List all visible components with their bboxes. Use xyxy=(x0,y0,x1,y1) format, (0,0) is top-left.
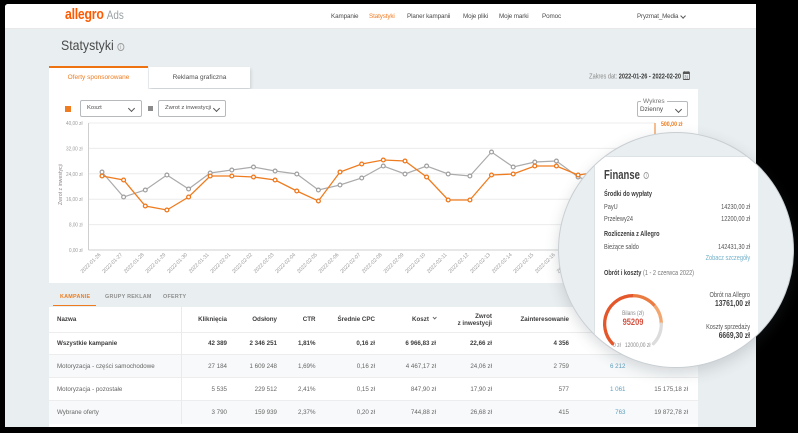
svg-text:31: 31 xyxy=(684,74,689,80)
svg-text:2022-02-05: 2022-02-05 xyxy=(296,252,319,275)
svg-text:2022-01-26: 2022-01-26 xyxy=(80,252,103,275)
svg-text:2022-02-06: 2022-02-06 xyxy=(318,252,341,275)
svg-text:500,00 zł: 500,00 zł xyxy=(661,122,683,128)
svg-text:8,00 zł: 8,00 zł xyxy=(69,223,83,229)
svg-text:2022-01-31: 2022-01-31 xyxy=(188,252,211,275)
svg-text:2022-01-29: 2022-01-29 xyxy=(145,252,168,275)
svg-text:2022-02-13: 2022-02-13 xyxy=(469,252,492,275)
svg-text:Zwrot z inwestycji: Zwrot z inwestycji xyxy=(58,164,64,205)
svg-text:2022-02-02: 2022-02-02 xyxy=(231,252,254,275)
svg-text:2022-02-09: 2022-02-09 xyxy=(383,252,406,275)
svg-text:0,00 zł: 0,00 zł xyxy=(69,248,83,254)
svg-text:2022-02-01: 2022-02-01 xyxy=(210,252,233,275)
svg-text:2022-02-12: 2022-02-12 xyxy=(448,252,471,275)
svg-text:2022-02-10: 2022-02-10 xyxy=(404,252,427,275)
svg-text:16,00 zł: 16,00 zł xyxy=(66,197,83,203)
svg-text:2022-01-27: 2022-01-27 xyxy=(101,252,124,275)
svg-text:2022-02-04: 2022-02-04 xyxy=(275,252,298,275)
svg-text:24,00 zł: 24,00 zł xyxy=(66,172,83,178)
svg-text:2022-01-30: 2022-01-30 xyxy=(166,252,189,275)
svg-text:2022-02-03: 2022-02-03 xyxy=(253,252,276,275)
svg-text:2022-02-07: 2022-02-07 xyxy=(339,252,362,275)
svg-text:2022-02-11: 2022-02-11 xyxy=(426,252,449,275)
svg-text:2022-02-16: 2022-02-16 xyxy=(534,252,557,275)
svg-text:2022-02-14: 2022-02-14 xyxy=(491,252,514,275)
svg-text:2022-02-08: 2022-02-08 xyxy=(361,252,384,275)
svg-text:32,00 zł: 32,00 zł xyxy=(66,146,83,152)
svg-text:2022-01-28: 2022-01-28 xyxy=(123,252,146,275)
svg-text:40,00 zł: 40,00 zł xyxy=(66,121,83,127)
svg-text:2022-02-15: 2022-02-15 xyxy=(513,252,536,275)
